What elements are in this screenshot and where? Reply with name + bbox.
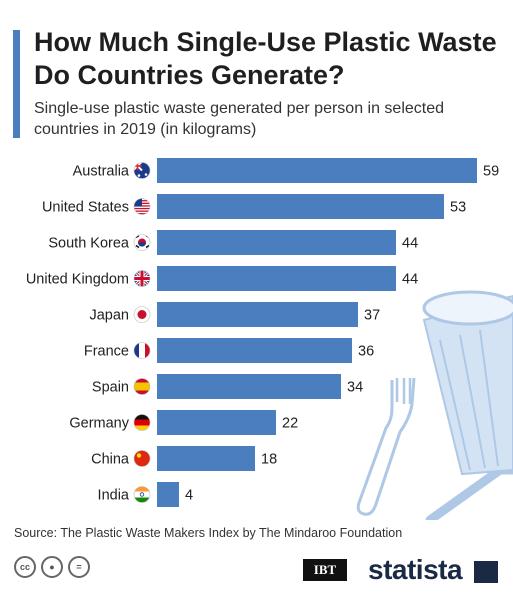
category-label: China: [91, 452, 130, 468]
data-label: 53: [450, 200, 466, 216]
bar: [157, 158, 477, 183]
japan-flag-icon: [133, 306, 151, 323]
title-accent-bar: [13, 30, 20, 138]
category-label: Japan: [89, 308, 129, 324]
creative-commons-icon: cc: [14, 556, 36, 578]
bar-chart: Australia 59 United States 53 South Korea 44 U…: [26, 158, 513, 520]
data-label: 34: [347, 380, 363, 396]
category-label: Spain: [92, 380, 129, 396]
bar: [157, 374, 341, 399]
france-flag-icon: [133, 342, 151, 359]
bar: [157, 446, 255, 471]
category-label: France: [84, 344, 129, 360]
data-label: 18: [261, 452, 277, 468]
bar: [157, 266, 396, 291]
bar: [157, 302, 358, 327]
data-label: 4: [185, 488, 193, 504]
data-label: 36: [358, 344, 374, 360]
data-label: 22: [282, 416, 298, 432]
usa-flag-icon: [133, 198, 151, 215]
category-label: Australia: [73, 164, 130, 180]
category-label: India: [98, 488, 130, 504]
bar: [157, 338, 352, 363]
chart-subtitle: Single-use plastic waste generated per p…: [34, 100, 445, 138]
license-icons: cc ● =: [14, 556, 90, 578]
south-korea-flag-icon: [133, 234, 151, 251]
no-derivatives-icon: =: [68, 556, 90, 578]
bar: [157, 410, 276, 435]
data-label: 37: [364, 308, 380, 324]
category-label: South Korea: [48, 236, 130, 252]
category-label: Germany: [69, 416, 129, 432]
germany-flag-icon: [133, 414, 151, 431]
category-label: United States: [42, 200, 129, 216]
plastic-cup-fork-straw-illustration: [356, 290, 513, 520]
ibt-logo: IBT: [303, 559, 347, 581]
spain-flag-icon: [133, 378, 151, 395]
uk-flag-icon: [133, 270, 151, 287]
bar: [157, 482, 179, 507]
chart-title: How Much Single-Use Plastic Waste Do Cou…: [34, 27, 497, 90]
bar: [157, 230, 396, 255]
source-note: Source: The Plastic Waste Makers Index b…: [14, 526, 403, 540]
data-label: 44: [402, 236, 418, 252]
australia-flag-icon: [133, 162, 151, 179]
statista-logo: statista: [368, 554, 463, 585]
statista-mark-icon: [474, 561, 498, 583]
category-label: United Kingdom: [26, 272, 129, 288]
india-flag-icon: [133, 486, 151, 503]
data-label: 44: [402, 272, 418, 288]
bar: [157, 194, 444, 219]
data-label: 59: [483, 164, 499, 180]
china-flag-icon: [133, 450, 151, 467]
attribution-icon: ●: [41, 556, 63, 578]
